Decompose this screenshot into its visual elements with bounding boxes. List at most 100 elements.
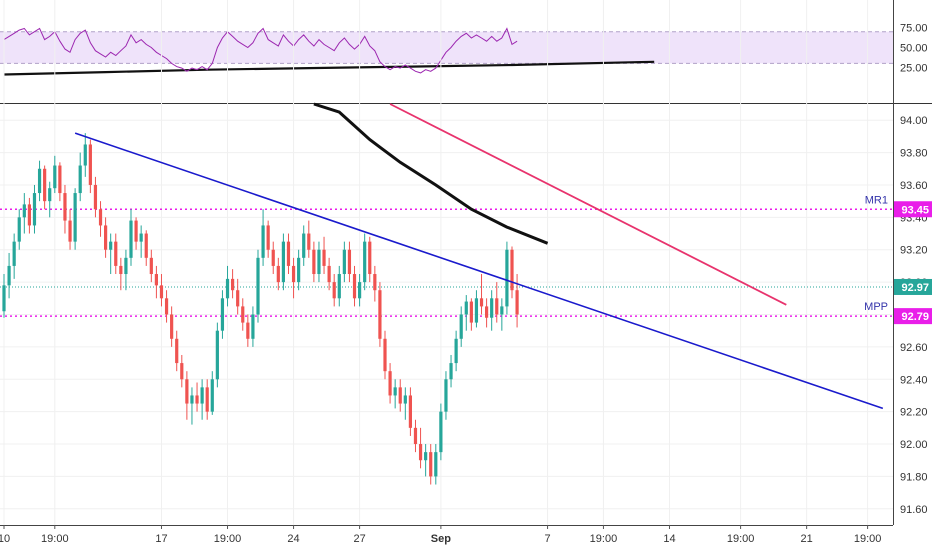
candle-down[interactable] [327, 265, 331, 283]
candle-down[interactable] [88, 144, 92, 185]
candle-up[interactable] [444, 379, 448, 412]
candle-up[interactable] [358, 282, 362, 299]
candle-up[interactable] [200, 387, 204, 404]
candle-down[interactable] [383, 338, 387, 372]
candle-up[interactable] [424, 452, 428, 461]
candle-down[interactable] [27, 204, 31, 226]
trendline-descending[interactable] [74, 132, 884, 410]
candle-down[interactable] [104, 225, 108, 250]
candle-down[interactable] [205, 387, 209, 412]
candle-up[interactable] [2, 285, 6, 312]
candle-up[interactable] [464, 301, 468, 315]
candle-down[interactable] [185, 379, 189, 404]
candle-down[interactable] [347, 249, 352, 275]
candle-down[interactable] [63, 193, 67, 221]
candle-up[interactable] [342, 249, 346, 275]
candle-up[interactable] [109, 241, 113, 250]
candle-down[interactable] [286, 241, 291, 266]
candle-down[interactable] [68, 220, 72, 242]
candle-down[interactable] [510, 249, 514, 291]
candle-up[interactable] [124, 257, 128, 275]
candle-down[interactable] [378, 290, 382, 339]
candle-up[interactable] [225, 278, 230, 299]
time-axis[interactable]: 10 19:00 17 19:00 24 27 Sep 7 19:00 14 19:00 21 19:0… [0, 525, 881, 545]
candle-down[interactable] [322, 249, 326, 266]
candle-up[interactable] [78, 165, 82, 194]
candle-down[interactable] [485, 306, 489, 318]
candle-up[interactable] [53, 165, 57, 189]
candle-down[interactable] [291, 265, 296, 283]
trendline-pink[interactable] [389, 103, 787, 306]
candle-up[interactable] [129, 220, 133, 258]
candle-up[interactable] [256, 257, 260, 315]
candle-up[interactable] [403, 395, 407, 404]
candle-up[interactable] [363, 241, 367, 283]
candle-up[interactable] [434, 452, 438, 477]
candle-up[interactable] [439, 411, 443, 453]
candle-up[interactable] [474, 298, 479, 323]
candle-down[interactable] [231, 278, 235, 291]
candle-down[interactable] [276, 265, 280, 283]
candle-up[interactable] [190, 395, 194, 404]
candle-down[interactable] [479, 298, 484, 307]
candle-up[interactable] [297, 257, 301, 283]
candle-up[interactable] [490, 298, 494, 318]
candle-down[interactable] [170, 314, 174, 339]
candle-down[interactable] [149, 257, 153, 275]
candle-down[interactable] [159, 285, 164, 299]
candle-up[interactable] [139, 233, 143, 242]
candle-up[interactable] [261, 225, 265, 258]
candle-up[interactable] [449, 363, 453, 380]
candle-down[interactable] [144, 233, 148, 258]
candle-up[interactable] [83, 144, 87, 166]
candle-up[interactable] [37, 168, 42, 194]
candle-down[interactable] [93, 184, 98, 210]
candle-down[interactable] [408, 395, 412, 428]
candle-up[interactable] [12, 241, 16, 266]
candle-up[interactable] [505, 249, 509, 307]
candlestick-series[interactable] [2, 133, 519, 485]
candle-down[interactable] [43, 168, 47, 202]
candle-up[interactable] [220, 298, 225, 331]
candle-up[interactable] [22, 204, 26, 218]
candle-down[interactable] [175, 338, 179, 364]
candle-up[interactable] [337, 274, 341, 299]
candle-up[interactable] [251, 314, 255, 339]
candle-down[interactable] [246, 322, 250, 339]
candle-down[interactable] [515, 290, 519, 315]
candle-up[interactable] [302, 233, 306, 258]
candle-up[interactable] [459, 314, 463, 339]
candle-down[interactable] [332, 282, 336, 299]
candle-down[interactable] [418, 444, 423, 461]
candle-down[interactable] [236, 290, 240, 307]
candle-up[interactable] [7, 265, 11, 286]
moving-average-line[interactable] [313, 102, 549, 245]
candle-down[interactable] [266, 225, 270, 250]
candle-down[interactable] [134, 220, 138, 242]
candle-down[interactable] [429, 452, 433, 477]
candle-down[interactable] [312, 249, 316, 275]
candle-down[interactable] [469, 301, 473, 323]
candle-up[interactable] [317, 249, 321, 275]
candle-up[interactable] [210, 379, 214, 412]
candle-down[interactable] [368, 241, 372, 275]
candle-up[interactable] [73, 193, 77, 242]
drawn-lines[interactable] [74, 102, 884, 410]
candle-up[interactable] [32, 193, 37, 226]
candle-down[interactable] [154, 274, 158, 286]
candle-down[interactable] [352, 274, 357, 299]
candle-down[interactable] [373, 274, 377, 291]
candle-up[interactable] [215, 330, 219, 380]
candle-down[interactable] [164, 298, 169, 315]
candle-down[interactable] [413, 427, 418, 445]
candle-up[interactable] [393, 387, 397, 396]
candle-up[interactable] [500, 306, 504, 315]
candle-down[interactable] [180, 363, 184, 380]
candle-down[interactable] [58, 165, 62, 194]
candle-down[interactable] [398, 387, 402, 404]
candle-up[interactable] [281, 241, 285, 283]
candle-down[interactable] [271, 249, 275, 266]
candle-down[interactable] [495, 298, 499, 315]
candle-down[interactable] [195, 395, 199, 404]
